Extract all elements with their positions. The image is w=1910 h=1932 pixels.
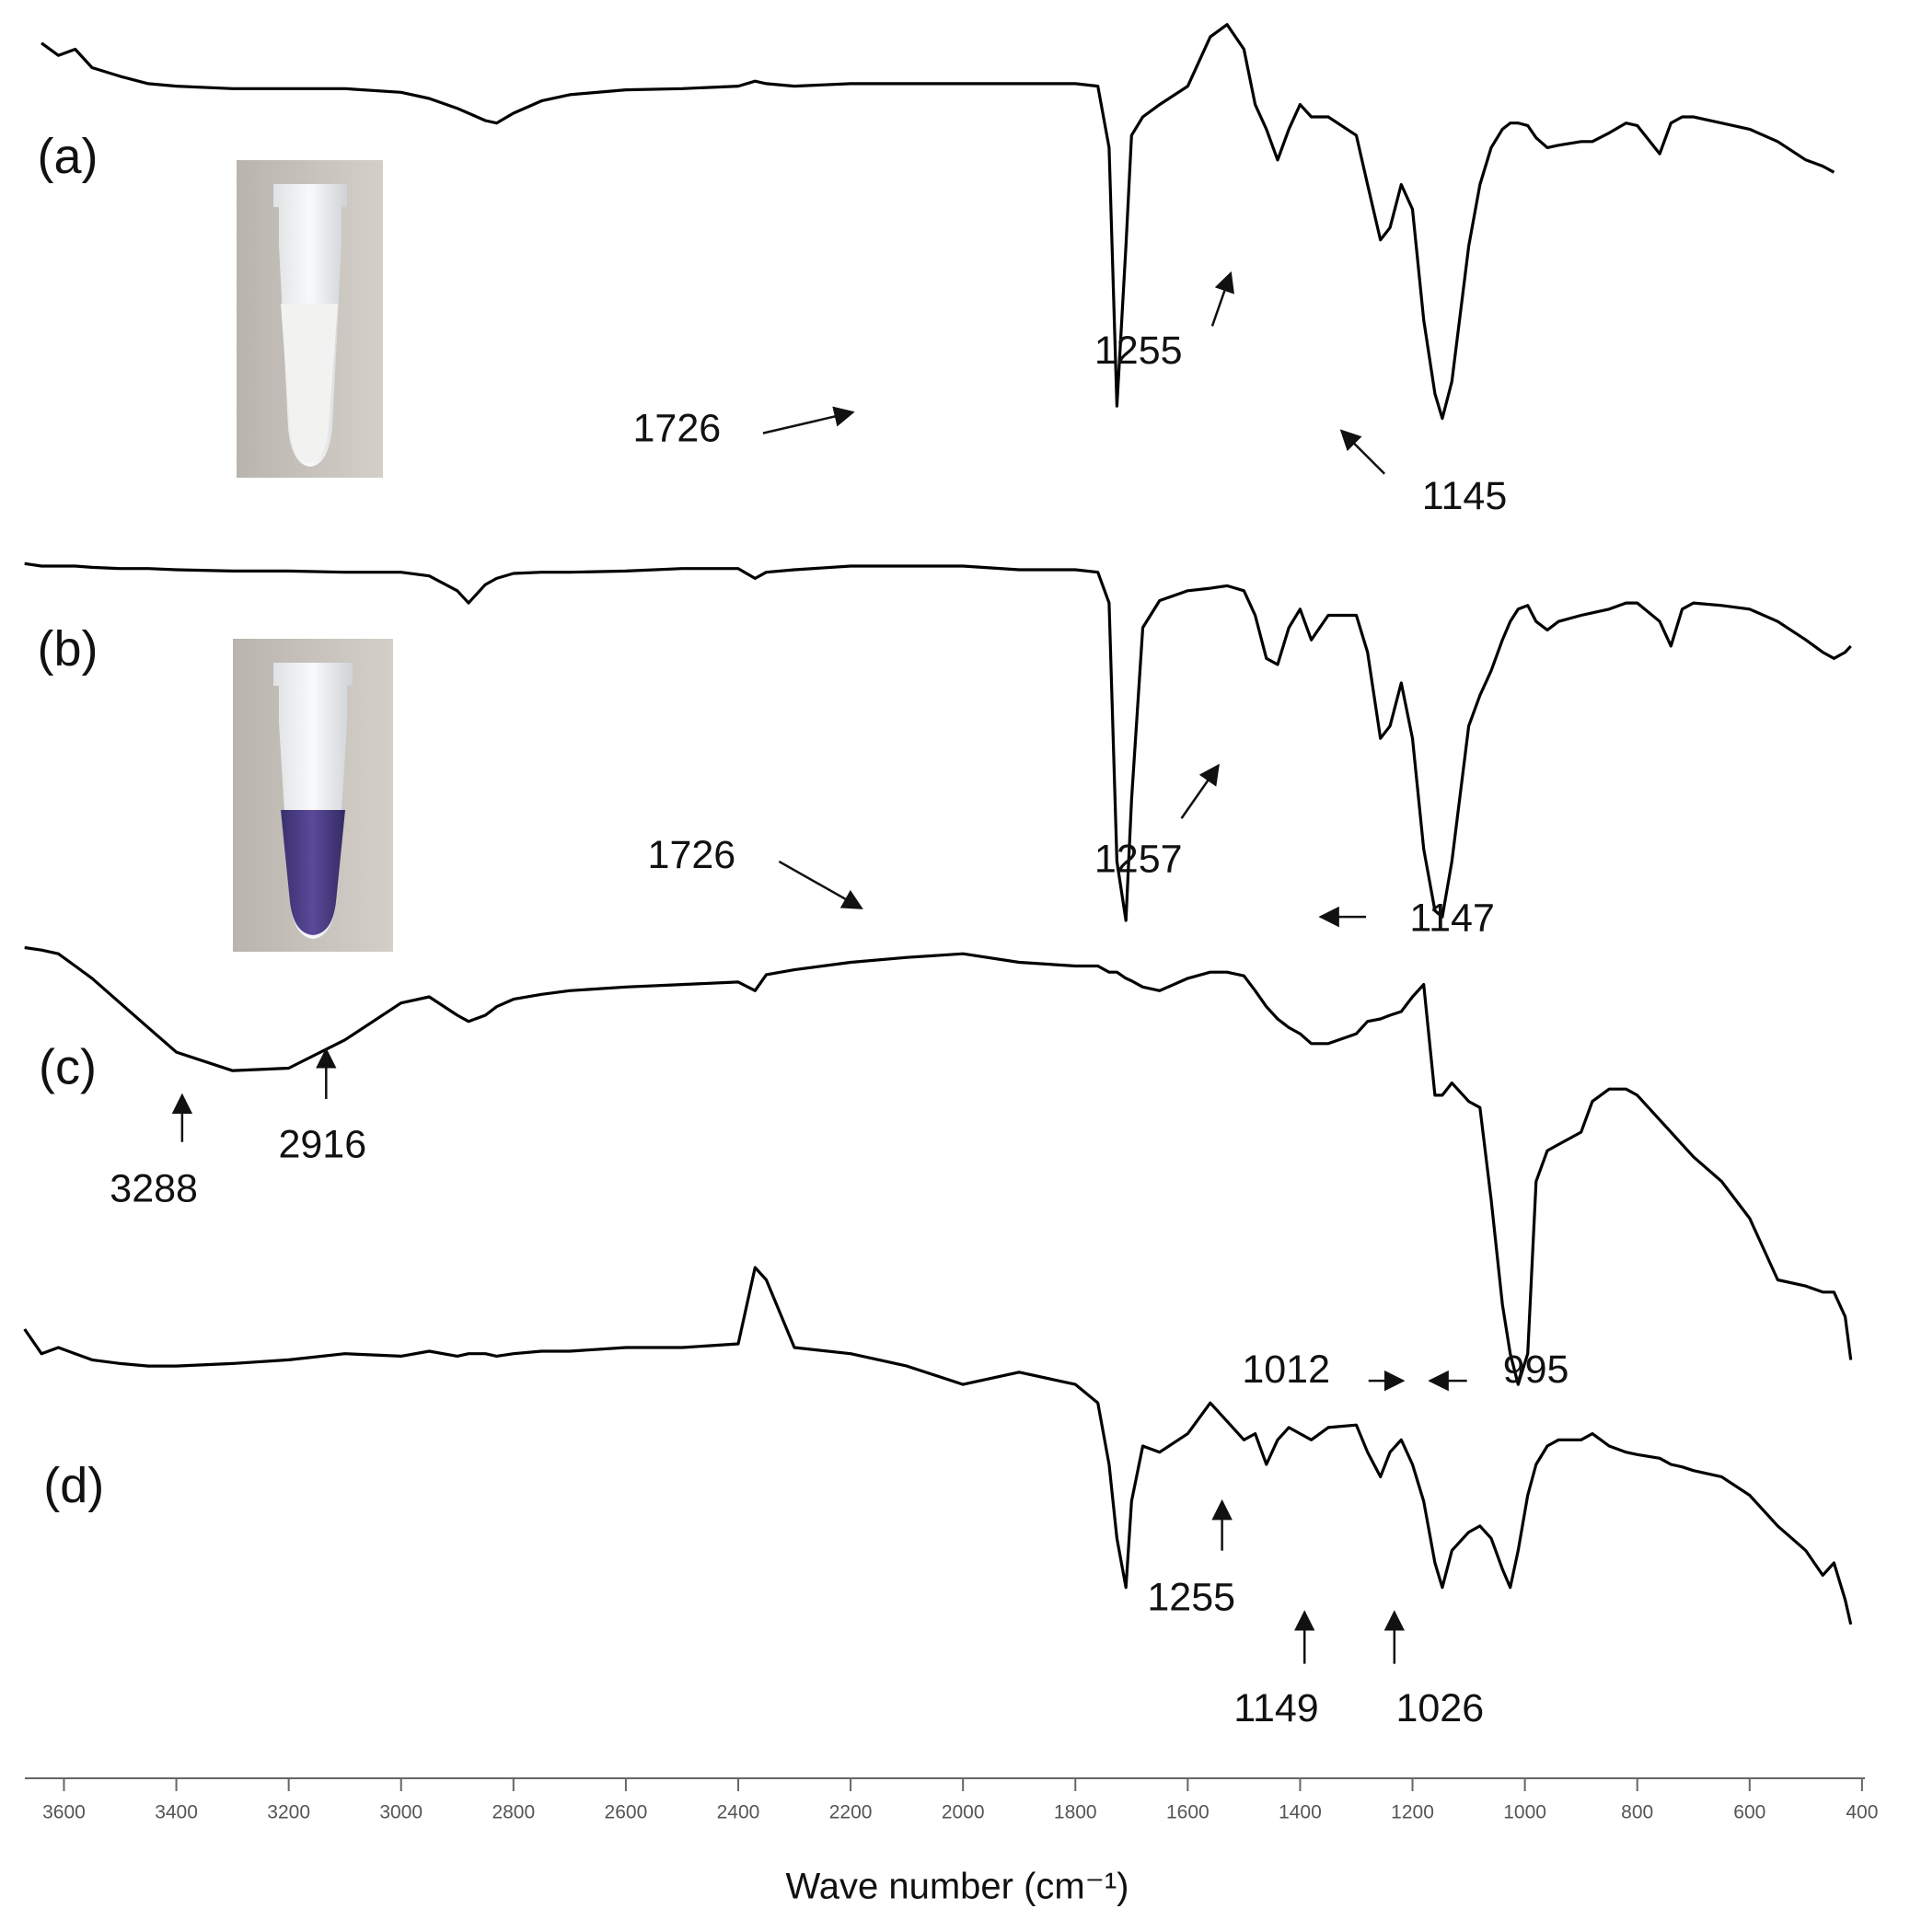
spectrum-line <box>23 1266 1853 1625</box>
peak-label: 995 <box>1503 1348 1569 1392</box>
peak-arrow <box>762 406 855 434</box>
inset-photo-a <box>237 160 383 478</box>
x-tick-label: 600 <box>1733 1802 1765 1823</box>
x-tick-label: 1800 <box>1054 1802 1097 1823</box>
peak-label: 1255 <box>1094 329 1183 373</box>
series-label: (b) <box>38 621 98 677</box>
x-tick-label: 3200 <box>267 1802 310 1823</box>
x-tick-label: 3400 <box>155 1802 198 1823</box>
series-label: (c) <box>39 1039 97 1094</box>
peak-label: 1726 <box>648 833 736 877</box>
peak-label: 1026 <box>1395 1686 1484 1730</box>
x-tick-label: 800 <box>1621 1802 1653 1823</box>
peak-arrow <box>1210 271 1234 327</box>
peak-label: 1257 <box>1094 837 1183 881</box>
x-tick-label: 2800 <box>492 1802 535 1823</box>
x-tick-label: 2000 <box>942 1802 985 1823</box>
peak-label: 1726 <box>633 406 722 450</box>
x-tick-label: 3600 <box>42 1802 86 1823</box>
spectrum-line <box>24 561 1852 922</box>
peak-label: 1012 <box>1242 1348 1330 1392</box>
x-tick-label: 400 <box>1846 1802 1878 1823</box>
peak-arrow <box>1339 429 1386 475</box>
x-tick-label: 2600 <box>605 1802 648 1823</box>
peak-label: 1255 <box>1147 1575 1235 1619</box>
x-tick-label: 1400 <box>1279 1802 1322 1823</box>
spectrum-line <box>41 23 1835 421</box>
spectrum-line <box>24 945 1853 1386</box>
inset-photo-b <box>233 639 393 952</box>
peak-arrow <box>778 860 863 909</box>
series-label: (d) <box>43 1458 104 1513</box>
peak-label: 2916 <box>278 1122 366 1166</box>
x-tick-label: 1000 <box>1503 1802 1546 1823</box>
x-tick-label: 1600 <box>1166 1802 1210 1823</box>
peak-label: 1149 <box>1233 1686 1318 1730</box>
peak-arrow <box>1180 763 1220 819</box>
x-tick-label: 1200 <box>1391 1802 1434 1823</box>
series-label: (a) <box>38 129 98 184</box>
x-tick-label: 2400 <box>717 1802 760 1823</box>
x-tick-label: 3000 <box>379 1802 423 1823</box>
x-tick-label: 2200 <box>829 1802 873 1823</box>
peak-label: 1147 <box>1409 896 1494 940</box>
peak-label: 3288 <box>110 1167 198 1211</box>
x-axis-title: Wave number (cm⁻¹) <box>785 1867 1129 1907</box>
peak-label: 1145 <box>1422 474 1507 518</box>
